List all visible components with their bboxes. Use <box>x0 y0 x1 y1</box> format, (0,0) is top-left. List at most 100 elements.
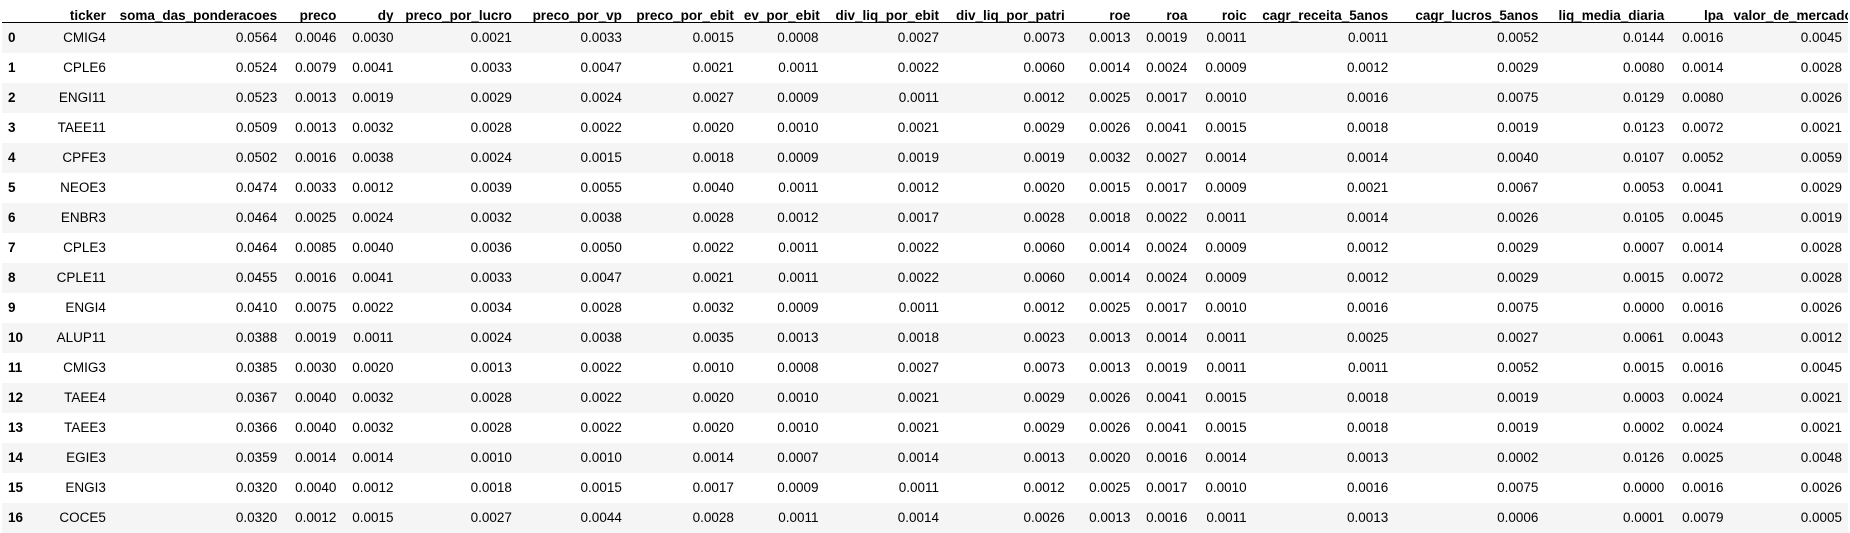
cell-roe: 0.0018 <box>1089 209 1131 225</box>
cell-dy: 0.0011 <box>353 329 394 345</box>
cell-preco-por-vp: 0.0050 <box>580 239 622 255</box>
cell-div-liq-por-patri: 0.0026 <box>1023 509 1065 525</box>
cell-dy: 0.0014 <box>352 449 394 465</box>
row-index: 7 <box>8 239 16 255</box>
cell-preco-por-vp: 0.0033 <box>580 30 622 45</box>
cell-preco-por-ebit: 0.0017 <box>692 479 734 495</box>
cell-roe: 0.0026 <box>1089 119 1131 135</box>
cell-ticker: EGIE3 <box>66 449 106 465</box>
cell-dy: 0.0024 <box>352 209 394 225</box>
cell-dy: 0.0041 <box>352 59 394 75</box>
cell-div-liq-por-patri: 0.0029 <box>1023 389 1065 405</box>
cell-div-liq-por-patri: 0.0028 <box>1023 209 1065 225</box>
cell-soma-das-ponderacoes: 0.0474 <box>235 179 278 195</box>
cell-div-liq-por-patri: 0.0073 <box>1023 359 1065 375</box>
cell-preco-por-ebit: 0.0015 <box>692 30 734 45</box>
row-index: 15 <box>8 479 24 495</box>
cell-soma-das-ponderacoes: 0.0385 <box>235 359 278 375</box>
cell-preco-por-vp: 0.0022 <box>580 119 622 135</box>
index-column-header <box>2 0 38 23</box>
table-header: ticker soma_das_ponderacoes preco dy preco_p… <box>2 0 1848 23</box>
cell-ticker: TAEE3 <box>64 419 106 435</box>
cell-preco-por-ebit: 0.0035 <box>692 329 734 345</box>
cell-div-liq-por-patri: 0.0020 <box>1023 179 1065 195</box>
cell-preco: 0.0079 <box>295 59 337 75</box>
cell-preco-por-lucro: 0.0013 <box>470 359 512 375</box>
cell-cagr-lucros-5anos: 0.0075 <box>1497 299 1539 315</box>
cell-ev-por-ebit: 0.0013 <box>777 329 819 345</box>
cell-soma-das-ponderacoes: 0.0524 <box>235 59 278 75</box>
cell-preco: 0.0075 <box>295 299 337 315</box>
cell-div-liq-por-ebit: 0.0011 <box>898 89 939 105</box>
cell-soma-das-ponderacoes: 0.0464 <box>235 239 278 255</box>
cell-preco-por-ebit: 0.0010 <box>692 359 734 375</box>
row-index: 0 <box>8 30 16 45</box>
cell-ev-por-ebit: 0.0010 <box>777 389 819 405</box>
cell-cagr-lucros-5anos: 0.0026 <box>1497 209 1539 225</box>
cell-liq-media-diaria: 0.0001 <box>1622 509 1665 525</box>
cell-div-liq-por-ebit: 0.0012 <box>897 179 939 195</box>
cell-cagr-receita-5anos: 0.0018 <box>1347 119 1389 135</box>
cell-preco-por-ebit: 0.0027 <box>692 89 734 105</box>
cell-preco: 0.0040 <box>295 389 337 405</box>
cell-roic: 0.0009 <box>1205 269 1247 285</box>
cell-div-liq-por-ebit: 0.0021 <box>897 389 939 405</box>
cell-preco: 0.0016 <box>295 149 337 165</box>
table-row: 0 CMIG4 0.0564 0.0046 0.0030 0.0021 0.0033 0.00… <box>2 22 1848 53</box>
cell-cagr-receita-5anos: 0.0012 <box>1347 239 1389 255</box>
column-header-lpa: lpa <box>1670 0 1730 23</box>
column-header-ev-por-ebit: ev_por_ebit <box>739 0 825 23</box>
cell-roa: 0.0017 <box>1146 179 1188 195</box>
cell-roe: 0.0013 <box>1089 329 1131 345</box>
cell-liq-media-diaria: 0.0107 <box>1622 149 1665 165</box>
cell-preco-por-vp: 0.0047 <box>580 269 622 285</box>
cell-preco-por-lucro: 0.0029 <box>470 89 512 105</box>
column-header-preco-por-lucro: preco_por_lucro <box>399 0 518 23</box>
cell-dy: 0.0015 <box>352 509 394 525</box>
cell-div-liq-por-ebit: 0.0014 <box>897 449 939 465</box>
cell-preco-por-lucro: 0.0032 <box>470 209 512 225</box>
cell-roa: 0.0019 <box>1146 359 1188 375</box>
cell-valor-de-mercado: 0.0026 <box>1800 479 1842 495</box>
cell-valor-de-mercado: 0.0026 <box>1800 89 1842 105</box>
cell-ticker: CMIG4 <box>63 30 106 45</box>
cell-preco-por-ebit: 0.0014 <box>692 449 734 465</box>
cell-lpa: 0.0079 <box>1682 509 1724 525</box>
cell-ev-por-ebit: 0.0010 <box>777 419 819 435</box>
cell-roic: 0.0011 <box>1206 359 1247 375</box>
row-index: 3 <box>8 119 16 135</box>
cell-lpa: 0.0024 <box>1682 389 1724 405</box>
table-row: 5 NEOE3 0.0474 0.0033 0.0012 0.0039 0.0055 0.00… <box>2 172 1848 203</box>
cell-div-liq-por-ebit: 0.0021 <box>897 419 939 435</box>
cell-roa: 0.0016 <box>1146 509 1188 525</box>
cell-roic: 0.0009 <box>1205 239 1247 255</box>
cell-cagr-receita-5anos: 0.0011 <box>1348 359 1389 375</box>
cell-ticker: ENGI11 <box>58 89 106 105</box>
cell-soma-das-ponderacoes: 0.0455 <box>235 269 278 285</box>
cell-cagr-receita-5anos: 0.0013 <box>1347 509 1389 525</box>
cell-roa: 0.0041 <box>1146 419 1188 435</box>
column-header-cagr-receita-5anos: cagr_receita_5anos <box>1252 0 1395 23</box>
row-index: 8 <box>8 269 16 285</box>
cell-dy: 0.0038 <box>352 149 394 165</box>
cell-preco-por-lucro: 0.0028 <box>470 119 512 135</box>
cell-preco-por-lucro: 0.0024 <box>470 149 512 165</box>
cell-liq-media-diaria: 0.0000 <box>1622 479 1665 495</box>
cell-roa: 0.0024 <box>1146 239 1188 255</box>
cell-div-liq-por-ebit: 0.0022 <box>897 59 939 75</box>
cell-valor-de-mercado: 0.0021 <box>1800 119 1842 135</box>
cell-cagr-lucros-5anos: 0.0019 <box>1497 419 1539 435</box>
cell-roe: 0.0014 <box>1089 239 1131 255</box>
cell-preco: 0.0025 <box>295 209 337 225</box>
cell-dy: 0.0041 <box>352 269 394 285</box>
cell-cagr-lucros-5anos: 0.0075 <box>1497 479 1539 495</box>
cell-preco-por-ebit: 0.0018 <box>692 149 734 165</box>
cell-ticker: ENBR3 <box>60 209 106 225</box>
cell-roe: 0.0014 <box>1089 59 1131 75</box>
cell-div-liq-por-patri: 0.0060 <box>1023 239 1065 255</box>
table-row: 9 ENGI4 0.0410 0.0075 0.0022 0.0034 0.0028 0.00… <box>2 292 1848 323</box>
cell-dy: 0.0022 <box>352 299 394 315</box>
cell-soma-das-ponderacoes: 0.0564 <box>235 30 278 45</box>
cell-roe: 0.0013 <box>1089 30 1131 45</box>
cell-preco-por-vp: 0.0010 <box>580 449 622 465</box>
